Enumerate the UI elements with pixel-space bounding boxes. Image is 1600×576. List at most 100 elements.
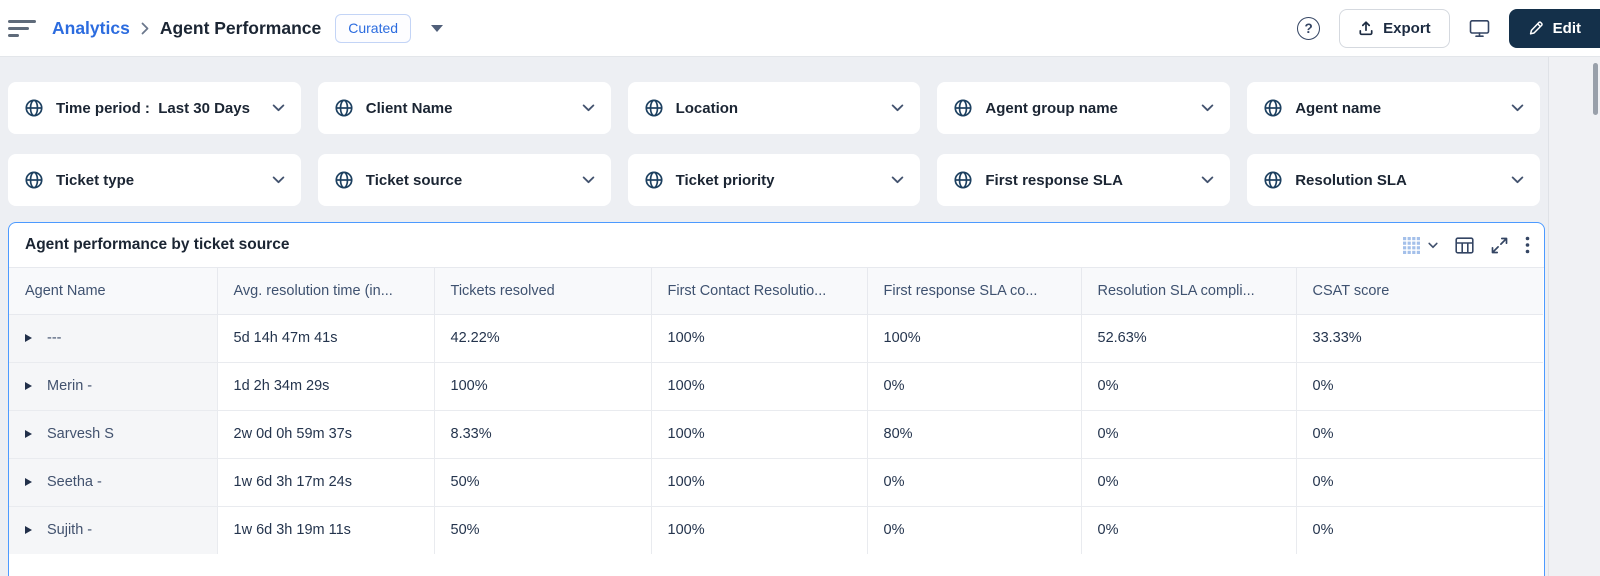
agent-performance-table: Agent Name Avg. resolution time (in... Tic… — [9, 268, 1543, 554]
chevron-right-icon — [141, 22, 149, 35]
metric-cell: 0% — [866, 361, 1081, 410]
metric-cell: 0% — [866, 457, 1081, 506]
column-header-first-contact-resolutio[interactable]: First Contact Resolutio... — [650, 268, 867, 315]
metric-cell: 52.63% — [1080, 314, 1296, 362]
globe-icon — [645, 171, 663, 189]
metric-cell: 0% — [1080, 361, 1296, 410]
filters-row-1: Time period : Last 30 Days Client Name Loc… — [8, 82, 1540, 134]
metric-cell: 0% — [1080, 457, 1296, 506]
metric-cell: 100% — [650, 314, 867, 362]
breadcrumb-analytics-link[interactable]: Analytics — [52, 17, 130, 38]
pencil-icon — [1528, 20, 1544, 36]
agent-name-cell[interactable]: Merin - — [9, 361, 217, 410]
metric-cell: 100% — [650, 361, 867, 410]
expand-row-icon[interactable] — [25, 382, 32, 391]
edit-label: Edit — [1552, 19, 1581, 37]
filter-time-period-last-30-days[interactable]: Time period : Last 30 Days — [8, 82, 301, 134]
agent-name-cell[interactable]: Sujith - — [9, 505, 217, 554]
metric-cell: 2w 0d 0h 59m 37s — [216, 409, 434, 458]
filter-label: Resolution SLA — [1295, 171, 1407, 189]
menu-icon[interactable] — [8, 19, 38, 37]
column-header-tickets-resolved[interactable]: Tickets resolved — [433, 268, 651, 315]
filter-client-name[interactable]: Client Name — [317, 82, 611, 134]
filter-resolution-sla[interactable]: Resolution SLA — [1247, 154, 1540, 206]
filter-agent-name[interactable]: Agent name — [1247, 82, 1540, 134]
scrollbar-thumb[interactable] — [1593, 63, 1598, 115]
title-dropdown-caret-icon[interactable] — [431, 24, 444, 32]
metric-cell: 50% — [433, 505, 651, 554]
help-icon[interactable]: ? — [1297, 16, 1321, 40]
export-label: Export — [1383, 19, 1431, 37]
column-header-avg-resolution-time-in[interactable]: Avg. resolution time (in... — [216, 268, 434, 315]
table-row: Seetha -1w 6d 3h 17m 24s 50% 100% 0% 0% 0% — [9, 457, 1543, 506]
curated-badge: Curated — [335, 13, 412, 43]
view-switcher[interactable] — [1403, 236, 1438, 254]
table-header-row: Agent Name Avg. resolution time (in... Tic… — [9, 268, 1543, 315]
filter-first-response-sla[interactable]: First response SLA — [937, 154, 1231, 206]
table-row: Sarvesh S 2w 0d 0h 59m 37s 8.33% 100% 80% 0% 0… — [9, 409, 1543, 458]
chevron-down-icon — [1511, 104, 1524, 112]
grid-dots-icon — [1403, 236, 1420, 254]
filter-label: Ticket priority — [675, 171, 775, 189]
export-button[interactable]: Export — [1339, 8, 1450, 48]
metric-cell: 1w 6d 3h 17m 24s — [216, 457, 434, 506]
expand-row-icon[interactable] — [25, 526, 32, 535]
table-row: Merin -1d 2h 34m 29s 100% 100% 0% 0% 0% — [9, 361, 1543, 410]
filter-location[interactable]: Location — [627, 82, 921, 134]
metric-cell: 0% — [1295, 409, 1543, 458]
agent-name-cell[interactable]: Seetha - — [9, 457, 217, 506]
column-header-agent-name[interactable]: Agent Name — [9, 268, 217, 315]
monitor-icon[interactable] — [1469, 19, 1490, 38]
metric-cell: 80% — [866, 409, 1081, 458]
chevron-down-icon — [582, 104, 595, 112]
filter-label: Location — [675, 99, 739, 117]
widget-toolbar — [1403, 236, 1530, 254]
chevron-down-icon — [1511, 176, 1524, 184]
metric-cell: 0% — [1295, 505, 1543, 554]
metric-cell: 1d 2h 34m 29s — [216, 361, 434, 410]
table-row: Sujith -1w 6d 3h 19m 11s 50% 100% 0% 0% 0% — [9, 505, 1543, 554]
filter-agent-group-name[interactable]: Agent group name — [937, 82, 1231, 134]
metric-cell: 100% — [433, 361, 651, 410]
expand-row-icon[interactable] — [25, 334, 32, 343]
expand-icon[interactable] — [1491, 237, 1508, 254]
edit-button[interactable]: Edit — [1508, 8, 1600, 48]
agent-name: --- — [47, 330, 62, 347]
metric-cell: 0% — [1295, 361, 1543, 410]
filter-label: Agent name — [1295, 99, 1382, 117]
metric-cell: 100% — [650, 505, 867, 554]
widget-header: Agent performance by ticket source — [9, 223, 1544, 268]
metric-cell: 33.33% — [1295, 314, 1543, 362]
column-header-csat-score[interactable]: CSAT score — [1295, 268, 1543, 315]
agent-name: Sarvesh S — [47, 426, 114, 443]
globe-icon — [954, 171, 972, 189]
scrollbar-track[interactable] — [1548, 57, 1600, 576]
filter-ticket-source[interactable]: Ticket source — [317, 154, 611, 206]
agent-name-cell[interactable]: Sarvesh S — [9, 409, 217, 458]
top-bar: Analytics Agent Performance Curated ? Ex… — [0, 0, 1600, 57]
filter-label: Ticket source — [365, 171, 463, 189]
filter-ticket-priority[interactable]: Ticket priority — [627, 154, 921, 206]
kebab-menu-icon[interactable] — [1525, 236, 1530, 254]
globe-icon — [1264, 99, 1282, 117]
chevron-down-icon — [582, 176, 595, 184]
chevron-down-icon — [1201, 104, 1214, 112]
metric-cell: 50% — [433, 457, 651, 506]
filter-label: Time period : Last 30 Days — [56, 99, 250, 117]
metric-cell: 42.22% — [433, 314, 651, 362]
metric-cell: 0% — [866, 505, 1081, 554]
filter-label: Client Name — [365, 99, 453, 117]
chevron-down-icon — [272, 104, 285, 112]
column-header-first-response-sla-co[interactable]: First response SLA co... — [866, 268, 1081, 315]
agent-name-cell[interactable]: --- — [9, 314, 217, 362]
globe-icon — [954, 99, 972, 117]
metric-cell: 100% — [650, 409, 867, 458]
filter-ticket-type[interactable]: Ticket type — [8, 154, 301, 206]
expand-row-icon[interactable] — [25, 478, 32, 487]
column-header-resolution-sla-compli[interactable]: Resolution SLA compli... — [1080, 268, 1296, 315]
expand-row-icon[interactable] — [25, 430, 32, 439]
table-view-icon[interactable] — [1455, 236, 1474, 254]
metric-cell: 100% — [866, 314, 1081, 362]
chevron-down-icon — [1428, 242, 1438, 248]
